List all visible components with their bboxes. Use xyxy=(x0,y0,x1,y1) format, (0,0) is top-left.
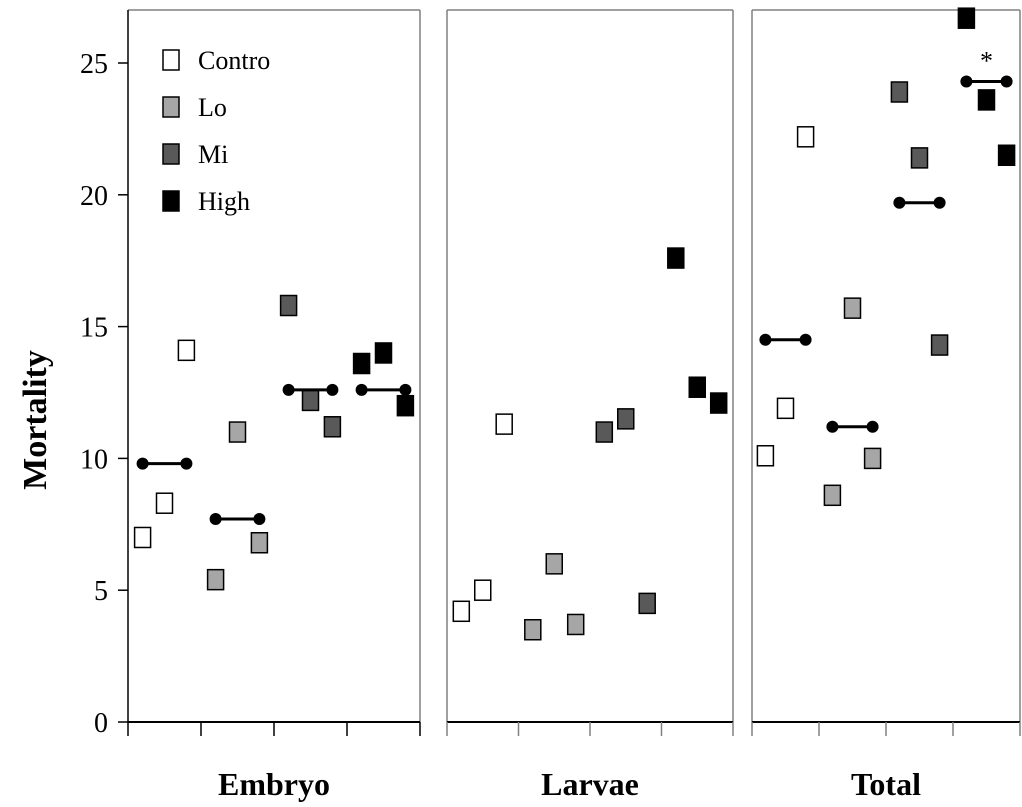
mean-end-dot xyxy=(933,196,946,209)
data-point xyxy=(133,526,152,549)
data-point xyxy=(396,394,415,417)
mean-end-dot xyxy=(960,75,973,88)
data-point xyxy=(155,492,174,514)
mean-end-dot xyxy=(893,196,906,209)
mean-end-dot xyxy=(826,420,839,433)
mean-end-dot xyxy=(355,383,368,396)
data-point xyxy=(228,421,247,443)
panel-label: Larvae xyxy=(541,766,639,802)
legend-label: Contro xyxy=(198,46,270,75)
data-point xyxy=(910,147,929,169)
y-tick-label: 20 xyxy=(80,181,108,212)
data-point xyxy=(495,413,513,435)
data-point xyxy=(638,592,656,615)
data-point xyxy=(452,600,471,623)
data-point xyxy=(206,568,225,591)
mean-end-dot xyxy=(399,383,412,396)
y-tick-label: 15 xyxy=(80,313,108,344)
data-point xyxy=(177,339,196,362)
data-point xyxy=(374,342,393,364)
legend-swatch xyxy=(162,49,180,71)
data-point xyxy=(776,397,795,420)
panel-label: Embryo xyxy=(218,766,330,802)
data-point xyxy=(250,532,269,554)
y-tick-label: 0 xyxy=(94,708,108,739)
data-point xyxy=(890,81,909,103)
data-point xyxy=(977,89,996,111)
mean-end-dot xyxy=(253,513,266,526)
data-point xyxy=(595,421,614,443)
mean-end-dot xyxy=(1000,75,1013,88)
data-point xyxy=(323,416,342,438)
panel-larvae xyxy=(446,9,734,736)
data-point xyxy=(474,579,492,601)
data-point xyxy=(863,447,882,470)
panel-total xyxy=(751,7,1021,736)
data-point xyxy=(756,445,775,467)
panel-label: Total xyxy=(851,766,921,802)
legend-label: Mi xyxy=(198,140,228,169)
data-point xyxy=(930,334,949,356)
data-point xyxy=(301,389,320,412)
mean-end-dot xyxy=(759,333,772,346)
data-point xyxy=(566,613,585,636)
legend-label: Lo xyxy=(198,93,227,122)
data-point xyxy=(352,352,371,375)
mean-end-dot xyxy=(326,383,339,396)
data-point xyxy=(688,376,706,398)
data-point xyxy=(524,618,542,641)
panel-embryo xyxy=(127,9,421,736)
mean-end-dot xyxy=(799,333,812,346)
data-point xyxy=(957,7,976,29)
mean-end-dot xyxy=(209,513,222,526)
y-axis-label: Mortality xyxy=(17,350,54,490)
data-point xyxy=(279,294,298,317)
y-tick-label: 5 xyxy=(94,576,108,607)
y-tick-label: 25 xyxy=(80,49,108,80)
data-point xyxy=(796,126,815,148)
legend-swatch xyxy=(162,190,180,212)
legend-swatch xyxy=(162,143,180,165)
data-point xyxy=(709,392,728,414)
data-point xyxy=(667,247,685,269)
y-tick-label: 10 xyxy=(80,444,108,475)
mean-end-dot xyxy=(180,457,193,470)
data-point xyxy=(823,484,842,507)
data-point xyxy=(843,297,862,319)
legend-swatch xyxy=(162,96,180,118)
data-point xyxy=(997,144,1016,167)
mean-end-dot xyxy=(282,383,295,396)
legend: Contro Lo Mi High xyxy=(162,46,270,216)
data-point xyxy=(617,408,635,430)
data-point xyxy=(545,553,563,575)
significance-marker: * xyxy=(980,46,993,75)
mean-end-dot xyxy=(136,457,149,470)
mean-end-dot xyxy=(866,420,879,433)
legend-label: High xyxy=(198,187,250,216)
